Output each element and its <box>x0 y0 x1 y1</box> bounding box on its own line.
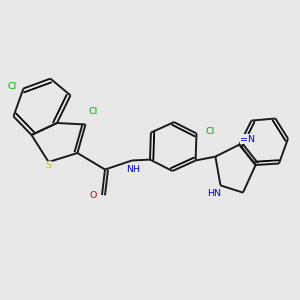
Text: Cl: Cl <box>8 82 16 91</box>
Text: =N: =N <box>240 135 255 144</box>
Text: S: S <box>46 161 52 170</box>
Text: Cl: Cl <box>88 107 98 116</box>
Text: HN: HN <box>207 189 221 198</box>
Text: Cl: Cl <box>206 128 214 136</box>
Text: NH: NH <box>127 165 140 174</box>
Text: O: O <box>90 190 97 200</box>
